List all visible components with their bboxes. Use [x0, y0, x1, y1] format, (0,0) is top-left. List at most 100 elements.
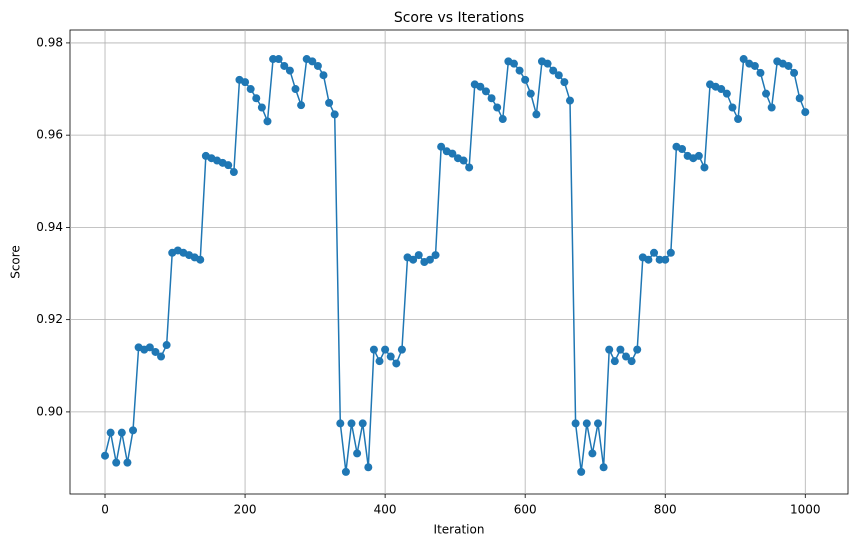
data-point: [605, 345, 614, 354]
data-point: [661, 255, 670, 264]
data-point: [565, 96, 574, 105]
data-line: [104, 57, 806, 472]
data-point: [655, 255, 664, 264]
x-tick-label: 400: [374, 503, 397, 517]
data-point: [257, 103, 266, 112]
data-point: [246, 85, 255, 94]
data-point: [717, 85, 726, 94]
data-point: [599, 463, 608, 472]
data-point: [381, 345, 390, 354]
data-point: [319, 71, 328, 80]
data-point: [678, 144, 687, 153]
data-point: [325, 98, 334, 107]
data-point: [532, 110, 541, 119]
data-point: [157, 352, 166, 361]
data-point: [308, 57, 317, 66]
data-point: [694, 151, 703, 160]
data-point: [437, 142, 446, 151]
y-tick-label: 0.92: [36, 312, 63, 326]
data-point: [347, 419, 356, 428]
data-point: [481, 87, 490, 96]
data-point: [577, 467, 586, 476]
data-point: [409, 255, 418, 264]
data-point: [594, 419, 603, 428]
data-point: [543, 59, 552, 68]
x-tick-label: 800: [654, 503, 677, 517]
chart-title: Score vs Iterations: [394, 10, 524, 26]
data-point: [616, 345, 625, 354]
data-point: [739, 55, 748, 64]
data-point: [582, 419, 591, 428]
data-point: [280, 61, 289, 70]
data-point: [762, 89, 771, 98]
data-point: [498, 115, 507, 124]
data-point: [291, 85, 300, 94]
y-tick-label: 0.94: [36, 220, 63, 234]
data-point: [431, 251, 440, 260]
data-point: [397, 345, 406, 354]
data-point: [633, 345, 642, 354]
data-point: [386, 352, 395, 361]
data-point: [112, 458, 121, 467]
x-tick-label: 600: [514, 503, 537, 517]
data-point: [767, 103, 776, 112]
y-tick-label: 0.98: [36, 35, 63, 49]
data-point: [795, 94, 804, 103]
data-point: [229, 168, 238, 177]
data-point: [330, 110, 339, 119]
data-point: [341, 467, 350, 476]
data-point: [241, 78, 250, 87]
data-point: [487, 94, 496, 103]
data-point: [476, 82, 485, 91]
data-point: [622, 352, 631, 361]
data-point: [375, 357, 384, 366]
data-point: [801, 108, 810, 117]
data-point: [644, 255, 653, 264]
data-point: [274, 55, 283, 64]
data-point: [336, 419, 345, 428]
data-point: [369, 345, 378, 354]
data-point: [784, 61, 793, 70]
data-point: [465, 163, 474, 172]
data-point: [101, 451, 110, 460]
data-point: [728, 103, 737, 112]
data-point: [666, 248, 675, 257]
x-axis-label: Iteration: [434, 523, 485, 537]
data-point: [521, 75, 530, 84]
data-point: [549, 66, 558, 75]
data-point: [756, 68, 765, 77]
data-point: [353, 449, 362, 458]
data-point: [610, 357, 619, 366]
data-point: [358, 419, 367, 428]
y-axis-label: Score: [9, 245, 23, 279]
plot-frame: [69, 29, 849, 495]
y-tick-label: 0.90: [36, 404, 63, 418]
data-point: [734, 115, 743, 124]
data-point: [722, 89, 731, 98]
data-point: [448, 149, 457, 158]
data-point: [269, 55, 278, 64]
data-point: [750, 61, 759, 70]
data-point: [392, 359, 401, 368]
data-point: [493, 103, 502, 112]
data-point: [263, 117, 272, 126]
data-point: [252, 94, 261, 103]
data-point: [414, 251, 423, 260]
data-point: [224, 161, 233, 170]
data-point: [123, 458, 132, 467]
data-point: [129, 426, 138, 435]
data-point: [790, 68, 799, 77]
data-point: [196, 255, 205, 264]
data-point: [117, 428, 126, 437]
data-point: [554, 71, 563, 80]
data-point: [364, 463, 373, 472]
data-point: [588, 449, 597, 458]
data-point: [106, 428, 115, 437]
data-point: [285, 66, 294, 75]
x-tick-label: 1000: [790, 503, 821, 517]
data-point: [700, 163, 709, 172]
data-point: [627, 357, 636, 366]
data-point: [151, 347, 160, 356]
data-point: [650, 248, 659, 257]
